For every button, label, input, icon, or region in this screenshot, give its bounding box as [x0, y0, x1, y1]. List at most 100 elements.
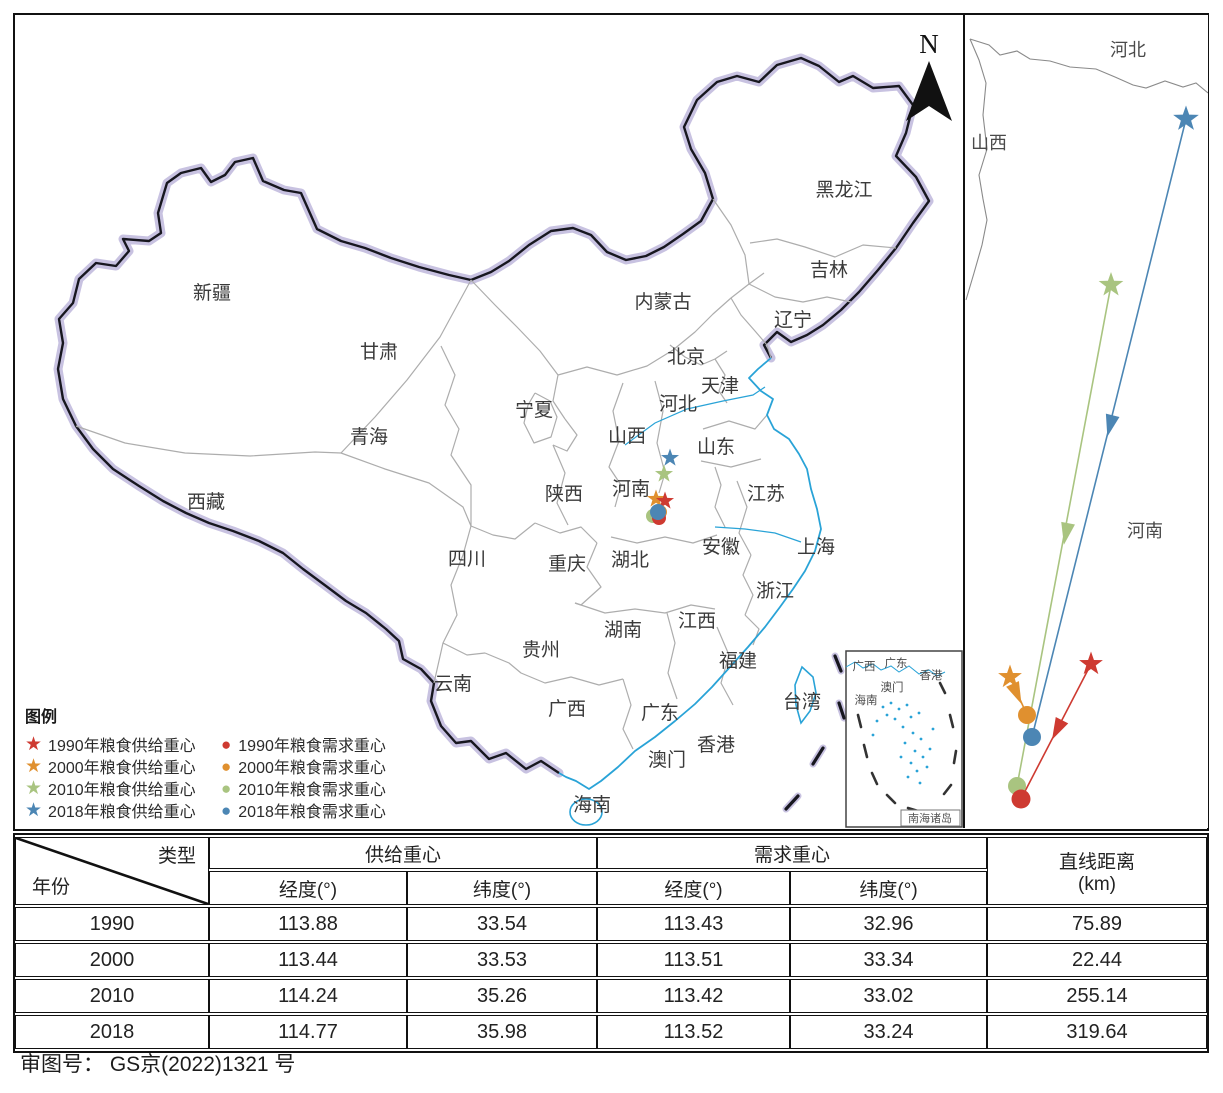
- province-label: 甘肃: [360, 341, 398, 363]
- corner-year-label: 年份: [32, 877, 71, 898]
- cell-supply-lat: 33.53: [407, 943, 598, 977]
- inset-label: 海南: [855, 693, 878, 707]
- cell-demand-lat: 33.02: [790, 979, 988, 1013]
- legend-item: ● 2010年粮食需求重心: [221, 776, 425, 800]
- inset-islands: [871, 701, 935, 785]
- province-label: 辽宁: [774, 309, 812, 331]
- north-arrow-icon: [906, 61, 952, 121]
- legend-item-label: 2010年粮食供给重心: [48, 782, 196, 799]
- cell-supply-lon: 114.24: [209, 979, 407, 1013]
- national-boundary: [56, 56, 931, 775]
- detail-label: 山西: [971, 133, 1007, 153]
- province-label: 福建: [719, 650, 757, 672]
- province-label: 宁夏: [515, 399, 553, 421]
- province-label: 山西: [608, 425, 646, 447]
- province-label: 河南: [612, 478, 650, 500]
- distance-title: 直线距离: [1059, 851, 1136, 873]
- legend-item-label: 2000年粮食供给重心: [48, 760, 196, 777]
- table-row: 1990 113.88 33.54 113.43 32.96 75.89: [15, 907, 1207, 941]
- supply-star-2010: [1098, 272, 1124, 296]
- star-icon: ★: [25, 777, 43, 799]
- map-figure: 新疆 甘肃 青海 西藏 内蒙古 黑龙江 吉林 辽宁 北京 天津 河北 宁夏 山西…: [13, 13, 1209, 831]
- arrow-2018: [1100, 413, 1120, 439]
- demand-dot-2000: [1018, 706, 1036, 724]
- dot-icon: ●: [221, 800, 232, 820]
- legend-item-label: 1990年粮食供给重心: [48, 738, 196, 755]
- china-map: 新疆 甘肃 青海 西藏 内蒙古 黑龙江 吉林 辽宁 北京 天津 河北 宁夏 山西…: [15, 29, 963, 828]
- legend-item-label: 2018年粮食供给重心: [48, 804, 196, 821]
- detail-map: 河北 山西 河南: [965, 38, 1209, 809]
- province-label: 海南: [573, 794, 611, 816]
- cell-demand-lon: 113.42: [597, 979, 791, 1013]
- demand-dot-2018: [650, 504, 666, 520]
- national-boundary-glow: [58, 58, 929, 773]
- detail-panel: 河北 山西 河南: [963, 15, 1209, 828]
- cell-year: 2000: [15, 943, 209, 977]
- legend-item-label: 1990年粮食需求重心: [238, 738, 386, 755]
- cell-supply-lat: 35.26: [407, 979, 598, 1013]
- demand-dot-2018: [1023, 728, 1041, 746]
- demand-dot-1990: [1011, 789, 1031, 809]
- province-borders: [75, 198, 897, 750]
- cell-demand-lon: 113.52: [597, 1015, 791, 1049]
- province-label: 陕西: [545, 483, 583, 505]
- shift-arrows: [1006, 413, 1120, 743]
- province-label: 广西: [548, 698, 586, 720]
- detail-label: 河南: [1127, 521, 1163, 541]
- cell-supply-lon: 114.77: [209, 1015, 407, 1049]
- legend-item: ● 2018年粮食需求重心: [221, 798, 425, 822]
- province-label: 云南: [434, 673, 472, 695]
- province-label: 湖北: [611, 549, 649, 571]
- legend-item-label: 2010年粮食需求重心: [238, 782, 386, 799]
- header-demand-lon: 经度(°): [597, 871, 791, 905]
- cell-distance: 22.44: [987, 943, 1207, 977]
- cell-supply-lon: 113.44: [209, 943, 407, 977]
- header-supply: 供给重心: [209, 837, 598, 869]
- inset-label: 香港: [920, 669, 943, 682]
- province-label: 安徽: [702, 536, 740, 558]
- arrow-2010: [1057, 521, 1075, 547]
- hainan-island: [569, 798, 603, 826]
- inset-caption: 南海诸岛: [908, 811, 952, 825]
- cell-demand-lat: 33.24: [790, 1015, 988, 1049]
- cell-year: 2010: [15, 979, 209, 1013]
- province-label: 四川: [448, 549, 486, 570]
- province-label: 江西: [678, 610, 716, 632]
- province-label: 西藏: [187, 491, 225, 513]
- cell-supply-lat: 35.98: [407, 1015, 598, 1049]
- cell-demand-lon: 113.51: [597, 943, 791, 977]
- inset-caption-box: [900, 809, 961, 827]
- supply-star-2018: [1173, 105, 1199, 130]
- province-label: 新疆: [193, 282, 231, 304]
- legend-item: ★ 1990年粮食供给重心: [25, 732, 221, 756]
- table-row: 2018 114.77 35.98 113.52 33.24 319.64: [15, 1015, 1207, 1049]
- province-label: 江苏: [747, 483, 785, 505]
- north-arrow-label: N: [919, 29, 939, 59]
- star-icon: ★: [25, 733, 43, 755]
- diagonal-line: [16, 838, 208, 904]
- province-label: 香港: [697, 734, 735, 756]
- province-label: 青海: [350, 426, 388, 448]
- cell-demand-lon: 113.43: [597, 907, 791, 941]
- table-row: 2010 114.24 35.26 113.42 33.02 255.14: [15, 979, 1207, 1013]
- legend-item: ● 2000年粮食需求重心: [221, 754, 425, 778]
- star-icon: ★: [25, 755, 43, 777]
- inset-coastline: [845, 661, 946, 677]
- shift-lines: [1009, 118, 1187, 800]
- inset-label: 澳门: [881, 680, 904, 694]
- star-icon: ★: [25, 799, 43, 821]
- gravity-center-markers: [646, 448, 680, 525]
- header-supply-lon: 经度(°): [209, 871, 407, 905]
- province-label: 黑龙江: [815, 179, 872, 201]
- coastline: [558, 357, 822, 790]
- inset-label: 广西: [853, 660, 876, 673]
- province-label: 浙江: [756, 580, 794, 602]
- header-distance: 直线距离 (km): [987, 837, 1207, 905]
- cell-supply-lat: 33.54: [407, 907, 598, 941]
- detail-markers: [998, 105, 1199, 809]
- legend-title: 图例: [25, 709, 58, 726]
- province-label: 澳门: [648, 749, 686, 771]
- province-label: 重庆: [548, 553, 586, 575]
- cell-distance: 255.14: [987, 979, 1207, 1013]
